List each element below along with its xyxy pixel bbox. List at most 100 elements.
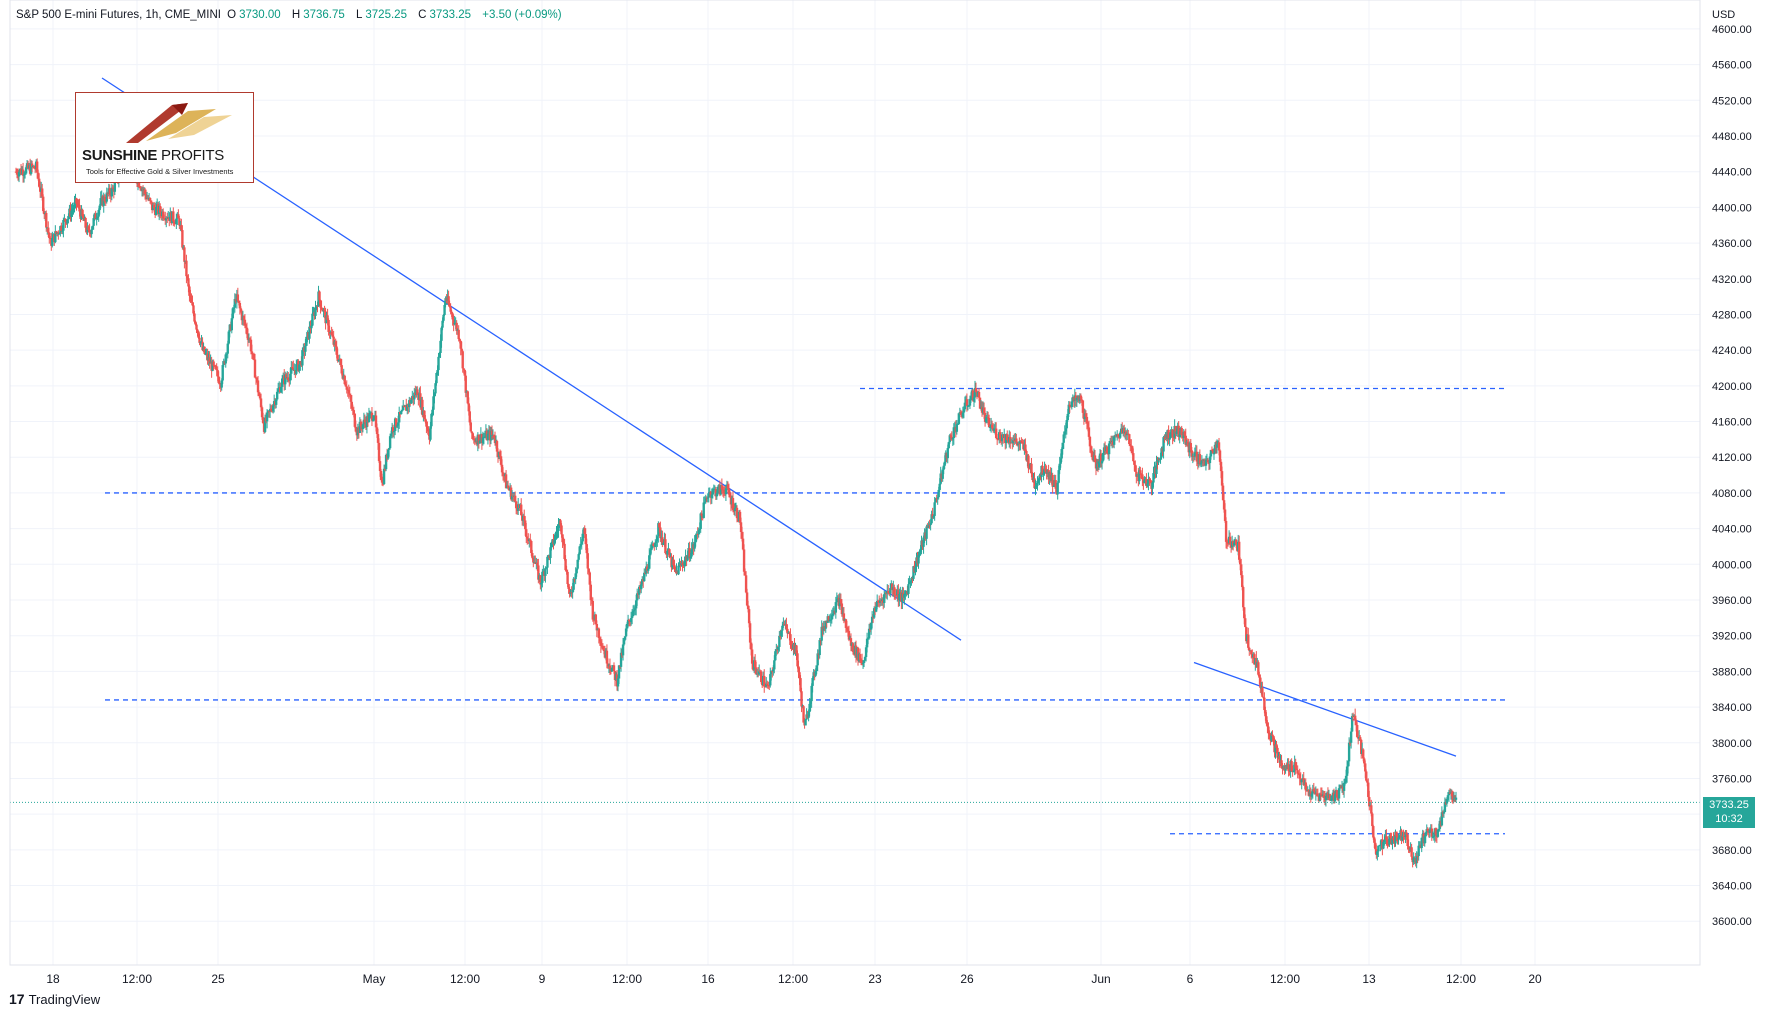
candle-body (388, 436, 392, 449)
candle-body (858, 654, 862, 660)
candle-body (699, 513, 702, 529)
candle-body (376, 434, 380, 443)
candle-body (616, 678, 620, 687)
candle-body (735, 507, 739, 519)
candle-body (1015, 438, 1018, 442)
candle-body (796, 653, 799, 667)
candle-body (318, 291, 321, 301)
trendline[interactable] (1193, 661, 1457, 757)
candle-body (36, 172, 40, 179)
candle-body (1105, 446, 1109, 454)
candle-body (401, 410, 404, 412)
candle-body (457, 329, 460, 340)
candle-body (810, 685, 813, 702)
candle-body (1362, 749, 1365, 759)
candle-body (51, 237, 54, 246)
candle-body (501, 472, 505, 474)
candle-body (344, 384, 347, 387)
candle-body (612, 665, 616, 672)
time-tick-label: 13 (1362, 972, 1376, 986)
candle-body (450, 311, 453, 314)
time-tick-label: 12:00 (778, 972, 808, 986)
candle-body (625, 623, 629, 629)
candle-body (592, 619, 596, 621)
candle-body (1410, 847, 1413, 857)
candle-body (1250, 650, 1253, 655)
candle-body (217, 376, 220, 383)
candle-body (367, 414, 371, 423)
candle-body (1012, 440, 1015, 444)
candle-body (425, 421, 428, 427)
candle-body (1080, 399, 1084, 401)
candle-body (1344, 775, 1348, 783)
tradingview-brand: TradingView (28, 992, 101, 1007)
symbol-name[interactable]: S&P 500 E-mini Futures, 1h, CME_MINI (16, 9, 221, 21)
candle-body (467, 403, 470, 412)
candle-body (1355, 724, 1359, 737)
candle-body (746, 605, 750, 610)
candle-body (242, 316, 246, 320)
candle-body (959, 411, 963, 415)
candle-body (798, 672, 801, 679)
candle-body (1226, 542, 1230, 544)
candle-body (461, 351, 464, 369)
candle-body (81, 209, 84, 217)
candle-body (778, 635, 781, 647)
candle-body (711, 489, 715, 495)
candle-body (785, 624, 788, 629)
candle-body (238, 302, 242, 309)
candle-body (753, 660, 757, 668)
tradingview-attribution[interactable]: 17 TradingView (9, 991, 100, 1007)
candle-body (451, 313, 454, 320)
candle-body (1089, 446, 1093, 451)
candle-body (1193, 452, 1197, 457)
candle-body (1169, 432, 1172, 439)
candle-body (271, 405, 275, 412)
candle-body (570, 592, 573, 594)
candle-body (61, 230, 64, 232)
bar-countdown: 10:32 (1715, 813, 1743, 825)
candle-body (565, 570, 568, 572)
candle-body (566, 571, 569, 585)
candle-body (988, 426, 992, 428)
candle-body (908, 581, 911, 585)
candle-body (749, 642, 753, 650)
candle-body (332, 336, 335, 345)
candle-body (702, 502, 705, 518)
candle-body (455, 322, 458, 331)
candle-body (298, 364, 301, 371)
candle-body (617, 665, 621, 679)
candle-body (265, 412, 269, 422)
candle-body (232, 307, 236, 309)
candle-body (224, 354, 227, 364)
candle-body (54, 231, 57, 243)
candle-body (745, 592, 749, 606)
candle-body (334, 341, 337, 347)
candle-body (377, 442, 381, 462)
candle-body (1135, 471, 1138, 477)
candle-body (1387, 844, 1390, 846)
candle-body (1133, 461, 1136, 465)
candle-body (1031, 473, 1034, 481)
candle-body (583, 528, 586, 535)
candle-body (382, 468, 386, 485)
candle-body (180, 225, 183, 231)
candle-body (1398, 836, 1401, 838)
candle-body (1204, 460, 1208, 466)
candle-body (260, 407, 264, 418)
candle-body (216, 370, 219, 377)
candle-body (1119, 432, 1122, 438)
time-tick-label: 18 (46, 972, 60, 986)
candle-body (861, 663, 865, 665)
candle-body (849, 638, 853, 646)
candle-body (686, 555, 689, 561)
candle-body (925, 526, 928, 539)
candle-body (577, 554, 580, 560)
candle-body (1389, 835, 1392, 838)
candle-body (1128, 434, 1131, 445)
candle-body (162, 211, 165, 219)
candle-body (1443, 802, 1447, 812)
price-tick-label: 4120.00 (1712, 452, 1752, 464)
